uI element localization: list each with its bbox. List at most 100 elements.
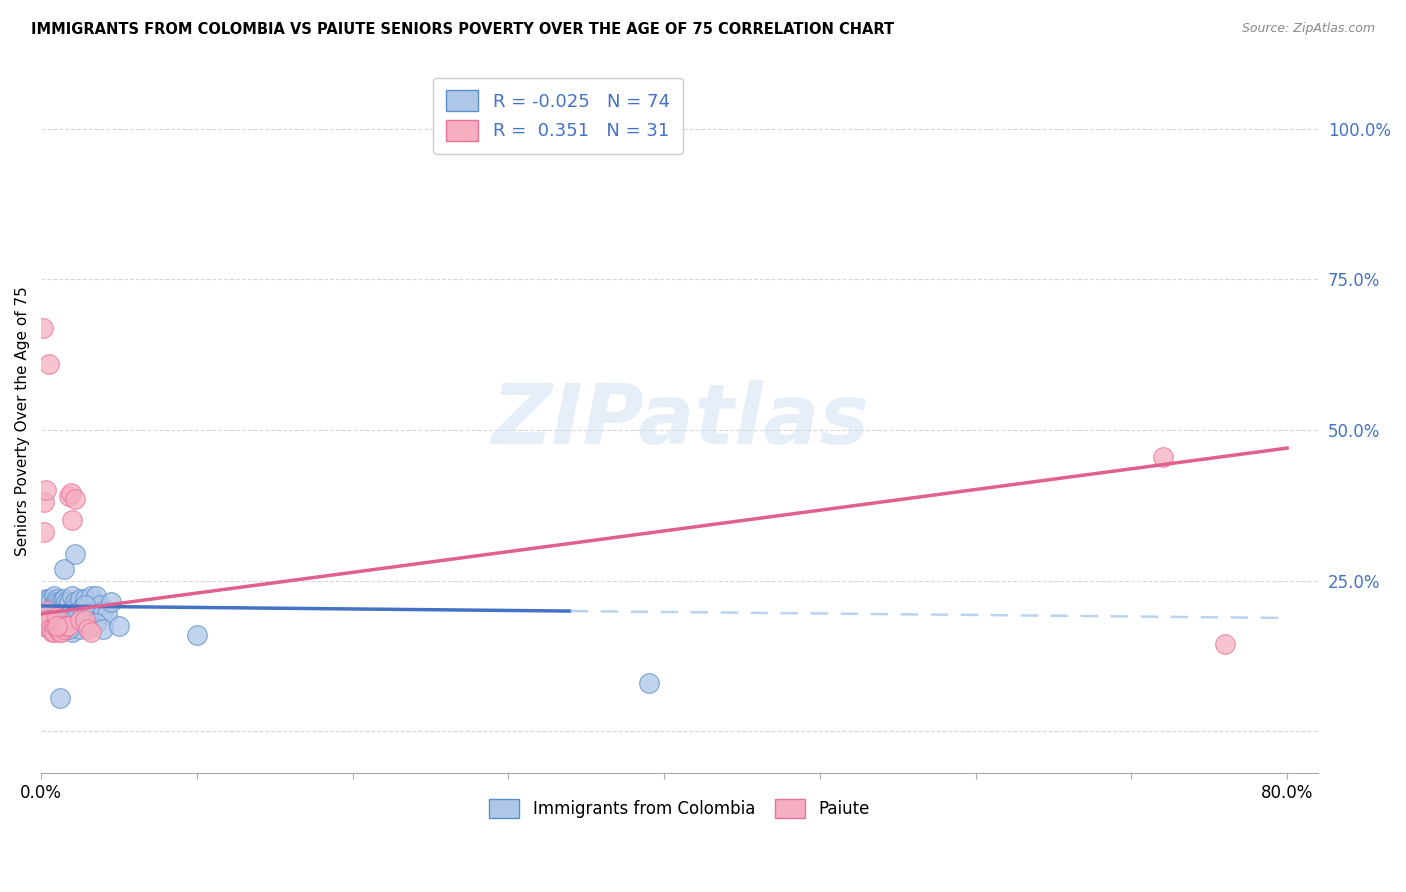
Point [42, 624, 65, 639]
Point [31, 619, 53, 633]
Point [35, 598, 58, 612]
Point [38, 613, 60, 627]
Point [41, 613, 63, 627]
Point [1213, 637, 1236, 651]
Point [51, 607, 73, 621]
Point [46, 622, 69, 636]
Point [42, 609, 65, 624]
Point [42, 589, 65, 603]
Point [37, 595, 59, 609]
Point [80, 589, 103, 603]
Point [56, 609, 79, 624]
Point [75, 609, 97, 624]
Point [35, 591, 58, 606]
Point [637, 676, 659, 690]
Point [46, 607, 69, 621]
Point [69, 613, 91, 627]
Point [51, 624, 73, 639]
Point [80, 624, 103, 639]
Point [59, 604, 82, 618]
Y-axis label: Seniors Poverty Over the Age of 75: Seniors Poverty Over the Age of 75 [15, 286, 30, 556]
Point [58, 595, 80, 609]
Point [35, 483, 58, 498]
Point [45, 619, 67, 633]
Point [72, 604, 94, 618]
Point [58, 489, 80, 503]
Point [45, 619, 67, 633]
Point [53, 604, 76, 618]
Point [60, 513, 83, 527]
Point [38, 613, 60, 627]
Point [55, 595, 77, 609]
Point [44, 607, 66, 621]
Point [49, 624, 72, 639]
Point [49, 609, 72, 624]
Point [60, 604, 83, 618]
Point [60, 589, 83, 603]
Point [37, 604, 59, 618]
Point [67, 604, 90, 618]
Point [55, 607, 77, 621]
Point [108, 619, 131, 633]
Point [65, 547, 87, 561]
Point [100, 595, 122, 609]
Point [73, 613, 96, 627]
Point [32, 525, 55, 540]
Point [73, 591, 96, 606]
Point [58, 622, 80, 636]
Point [39, 607, 62, 621]
Point [70, 600, 93, 615]
Point [65, 595, 87, 609]
Point [38, 591, 60, 606]
Legend: Immigrants from Colombia, Paiute: Immigrants from Colombia, Paiute [482, 792, 876, 825]
Point [46, 595, 69, 609]
Point [31, 320, 53, 334]
Point [53, 622, 76, 636]
Point [58, 607, 80, 621]
Point [59, 486, 82, 500]
Point [38, 357, 60, 371]
Point [32, 604, 55, 618]
Point [52, 598, 75, 612]
Point [49, 598, 72, 612]
Point [38, 613, 60, 627]
Point [1152, 450, 1174, 464]
Point [39, 622, 62, 636]
Point [84, 589, 107, 603]
Point [52, 619, 75, 633]
Point [76, 619, 98, 633]
Point [53, 561, 76, 575]
Point [63, 607, 86, 621]
Point [45, 591, 67, 606]
Point [38, 604, 60, 618]
Point [96, 607, 118, 621]
Text: Source: ZipAtlas.com: Source: ZipAtlas.com [1241, 22, 1375, 36]
Point [65, 492, 87, 507]
Point [66, 598, 89, 612]
Point [56, 598, 79, 612]
Point [35, 609, 58, 624]
Point [42, 600, 65, 615]
Point [60, 624, 83, 639]
Text: IMMIGRANTS FROM COLOMBIA VS PAIUTE SENIORS POVERTY OVER THE AGE OF 75 CORRELATIO: IMMIGRANTS FROM COLOMBIA VS PAIUTE SENIO… [31, 22, 894, 37]
Point [52, 609, 75, 624]
Point [73, 598, 96, 612]
Point [41, 600, 63, 615]
Point [39, 595, 62, 609]
Point [32, 613, 55, 627]
Point [65, 609, 87, 624]
Point [32, 495, 55, 509]
Point [76, 598, 98, 612]
Point [37, 607, 59, 621]
Text: ZIPatlas: ZIPatlas [491, 381, 869, 461]
Point [76, 622, 98, 636]
Point [49, 691, 72, 706]
Point [69, 591, 91, 606]
Point [89, 598, 111, 612]
Point [186, 628, 208, 642]
Point [84, 615, 107, 630]
Point [51, 595, 73, 609]
Point [41, 624, 63, 639]
Point [45, 609, 67, 624]
Point [53, 591, 76, 606]
